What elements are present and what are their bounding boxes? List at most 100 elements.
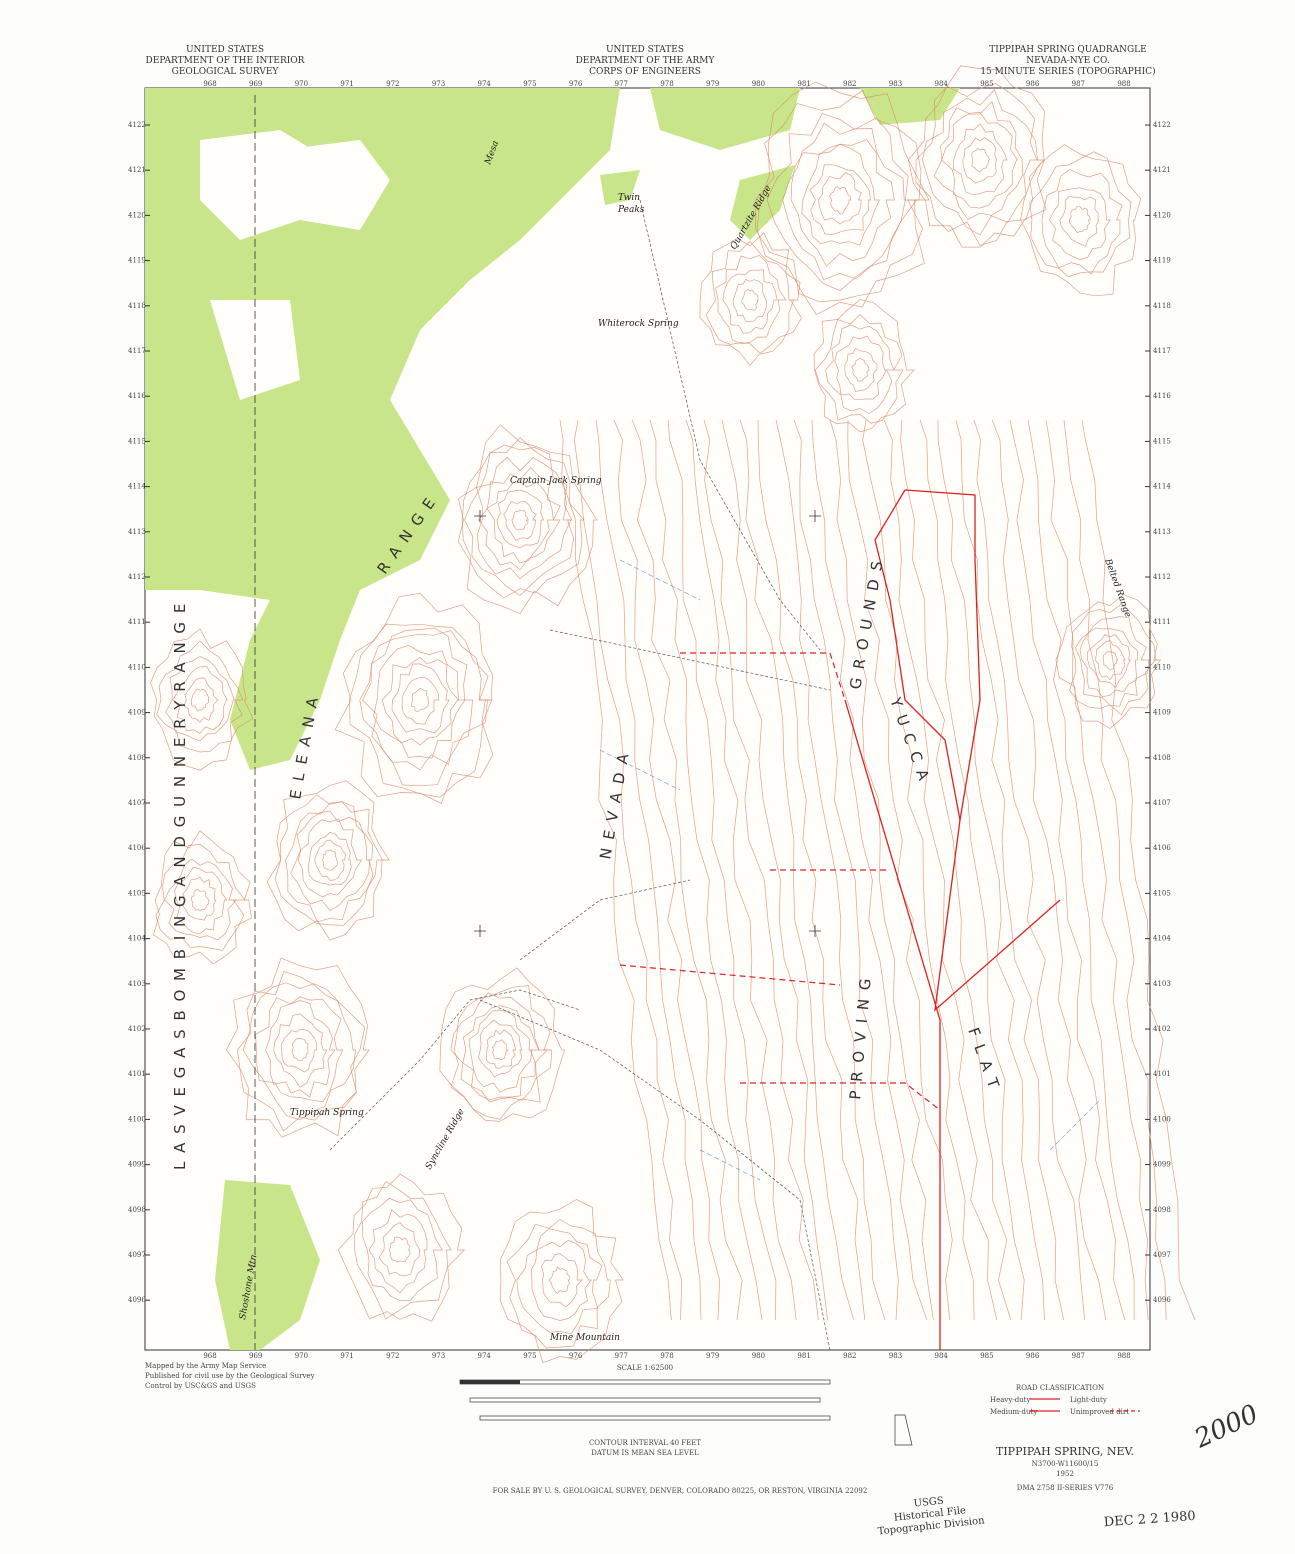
easting-label: 983 (889, 1352, 902, 1360)
contour (1027, 419, 1135, 1320)
contour (150, 628, 254, 771)
place-label: Tippipah Spring (290, 1108, 364, 1118)
header-text: TIPPIPAH SPRING QUADRANGLE (989, 45, 1146, 55)
northing-label: 4113 (1153, 528, 1171, 536)
contour (401, 676, 440, 725)
northing-label: 4106 (1153, 844, 1171, 852)
northing-label: 4100 (1153, 1115, 1171, 1123)
contour (919, 419, 1025, 1321)
contour (362, 627, 473, 771)
road-dashed (619, 652, 941, 1111)
road (904, 489, 1061, 1012)
easting-label: 968 (203, 80, 216, 88)
northing-label: 4100 (128, 1115, 146, 1123)
contour (1069, 603, 1157, 716)
northing-label: 4112 (1153, 573, 1171, 581)
place-label: Peaks (617, 205, 645, 215)
easting-label: 973 (432, 1352, 445, 1360)
handwriting: 2000 (1189, 1399, 1263, 1455)
northing-label: 4099 (128, 1161, 146, 1169)
northing-label: 4122 (128, 121, 146, 129)
datum-text: DATUM IS MEAN SEA LEVEL (591, 1449, 699, 1457)
easting-label: 985 (980, 80, 993, 88)
contour (721, 419, 828, 1321)
woodland (145, 88, 620, 770)
northing-label: 4116 (128, 392, 146, 400)
scale-bar (459, 1379, 831, 1421)
contour (1045, 419, 1149, 1321)
region-label: L A S V E G A S B O M B I N G A N D G U … (171, 602, 189, 1170)
easting-label: 987 (1072, 80, 1085, 88)
northing-label: 4118 (1153, 302, 1171, 310)
northing-label: 4114 (1153, 483, 1171, 491)
series-text: DMA 2758 II-SERIES V776 (1017, 1484, 1114, 1492)
contour (391, 663, 450, 734)
contour (242, 982, 356, 1121)
place-label: Whiterock Spring (598, 319, 679, 329)
easting-label: 976 (569, 80, 583, 88)
easting-label: 972 (386, 80, 399, 88)
easting-label: 982 (843, 80, 856, 88)
contour (685, 419, 797, 1321)
contour (757, 419, 866, 1321)
header-text: CORPS OF ENGINEERS (589, 67, 701, 77)
contour (732, 278, 768, 323)
contour (741, 288, 759, 311)
contour (476, 456, 572, 580)
contour (373, 644, 466, 759)
northing-label: 4113 (128, 528, 146, 536)
woodland (730, 165, 795, 240)
northing-label: 4105 (1153, 889, 1171, 897)
contour (1048, 187, 1111, 261)
place-label: Twin (618, 193, 640, 203)
easting-label: 984 (935, 80, 949, 88)
contour (908, 65, 1047, 248)
contour (541, 1253, 583, 1308)
contour (1009, 419, 1126, 1321)
contour (457, 437, 585, 599)
easting-label: 986 (1026, 80, 1040, 88)
contour (462, 1005, 540, 1101)
easting-label: 974 (478, 1352, 492, 1360)
contour (477, 1019, 523, 1078)
northing-label: 4106 (128, 844, 146, 852)
contour (1063, 419, 1167, 1321)
contour (265, 1000, 336, 1098)
contour (290, 810, 370, 911)
contour (281, 1028, 318, 1073)
contour (766, 113, 918, 292)
contour (953, 123, 1008, 196)
contour (991, 419, 1107, 1321)
contour (337, 1173, 466, 1322)
contour (847, 419, 953, 1321)
northing-label: 4110 (128, 663, 146, 671)
contour (548, 1266, 571, 1294)
contour (368, 1209, 428, 1294)
northing-label: 4121 (128, 166, 146, 174)
northing-label: 4122 (1153, 121, 1171, 129)
contour (165, 656, 235, 742)
header-text: UNITED STATES (186, 45, 264, 55)
contour (933, 101, 1024, 220)
easting-label: 982 (843, 1352, 856, 1360)
contour (811, 419, 928, 1321)
contour (559, 419, 672, 1321)
contour (516, 1228, 603, 1335)
clearing (280, 140, 390, 230)
contour (790, 139, 895, 267)
easting-label: 973 (432, 80, 445, 88)
header-text: UNITED STATES (606, 45, 684, 55)
northing-label: 4116 (1153, 392, 1171, 400)
header-text: NEVADA-NYE CO. (1026, 56, 1110, 66)
contour (705, 240, 794, 355)
stream (599, 559, 1101, 1181)
index-map (894, 1414, 913, 1446)
northing-label: 4098 (128, 1206, 146, 1214)
contour (756, 81, 930, 316)
contour (595, 419, 702, 1321)
easting-label: 979 (706, 1352, 719, 1360)
contour (362, 1197, 443, 1301)
contour (155, 843, 246, 951)
